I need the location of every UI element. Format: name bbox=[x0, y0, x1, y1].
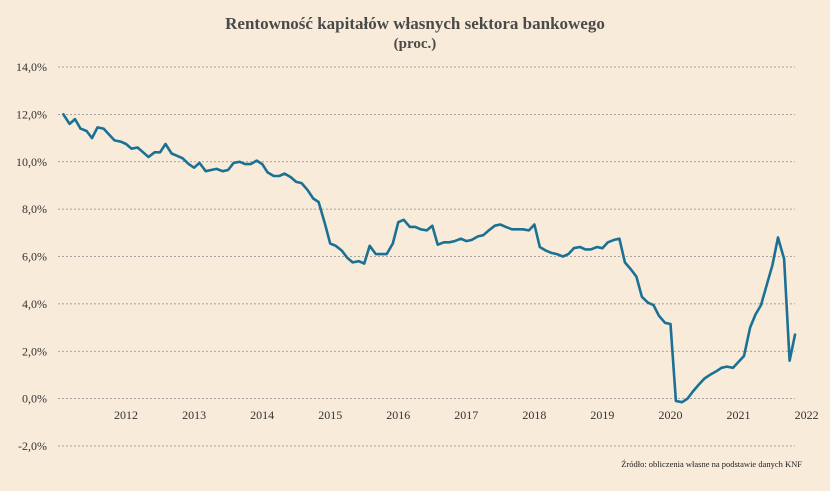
x-tick-label: 2022 bbox=[795, 408, 819, 422]
source-note: Źródło: obliczenia własne na podstawie d… bbox=[621, 459, 802, 469]
grid-lines bbox=[58, 66, 795, 447]
chart-title: Rentowność kapitałów własnych sektora ba… bbox=[225, 14, 605, 33]
x-tick-label: 2013 bbox=[182, 408, 206, 422]
chart-subtitle: (proc.) bbox=[393, 36, 437, 52]
y-tick-label: 4,0% bbox=[22, 297, 47, 311]
y-tick-label: 6,0% bbox=[22, 250, 47, 264]
x-tick-label: 2018 bbox=[522, 408, 546, 422]
x-tick-label: 2020 bbox=[658, 408, 682, 422]
x-tick-label: 2012 bbox=[114, 408, 138, 422]
y-tick-label: 0,0% bbox=[22, 392, 47, 406]
x-tick-label: 2019 bbox=[590, 408, 614, 422]
y-tick-label: 14,0% bbox=[16, 60, 47, 74]
y-tick-label: -2,0% bbox=[18, 439, 47, 453]
x-tick-label: 2016 bbox=[386, 408, 410, 422]
y-tick-label: 2,0% bbox=[22, 344, 47, 358]
y-tick-label: 8,0% bbox=[22, 202, 47, 216]
x-tick-label: 2015 bbox=[318, 408, 342, 422]
x-tick-label: 2021 bbox=[727, 408, 751, 422]
y-axis-ticks: -2,0% 0,0% 2,0% 4,0% 6,0% 8,0% 10,0% 12,0% 14,0% bbox=[16, 60, 47, 453]
x-axis-ticks: 2012 2013 2014 2015 2016 2017 2018 2019 2020 2021… bbox=[114, 408, 819, 422]
y-tick-label: 10,0% bbox=[16, 155, 47, 169]
x-tick-label: 2017 bbox=[454, 408, 478, 422]
series-layer bbox=[62, 113, 797, 404]
series-line bbox=[62, 113, 797, 404]
y-tick-label: 12,0% bbox=[16, 107, 47, 121]
x-tick-label: 2014 bbox=[250, 408, 274, 422]
